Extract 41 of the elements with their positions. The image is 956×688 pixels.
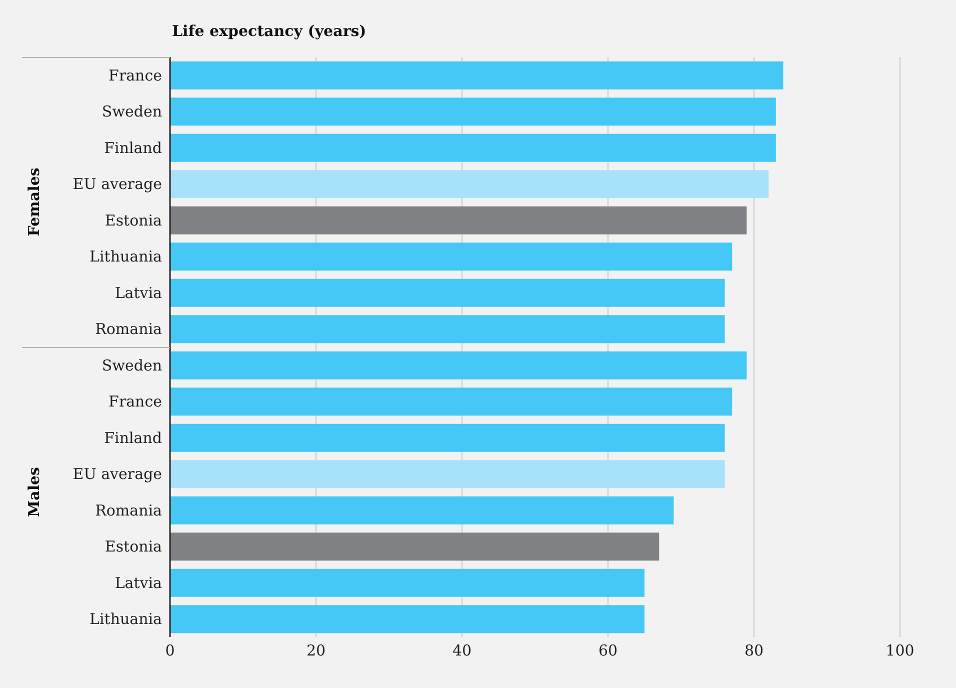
bar [170, 605, 644, 634]
bar [170, 278, 725, 307]
y-tick-label: Sweden [102, 102, 162, 121]
y-tick-label: Estonia [104, 538, 162, 556]
bar [170, 315, 725, 344]
text: Males [25, 466, 43, 518]
y-tick-label: EU average [72, 465, 162, 484]
text: Females [25, 168, 43, 236]
chart-title: Life expectancy (years) [172, 22, 366, 40]
bar [170, 496, 674, 524]
y-tick-label: Romania [95, 501, 162, 520]
y-tick-label: Lithuania [90, 610, 162, 628]
y-tick-label: Sweden [102, 356, 162, 374]
y-tick-label: Latvia [114, 284, 162, 302]
y-tick-label: France [108, 392, 162, 411]
y-tick-label: Estonia [104, 211, 162, 230]
bar [170, 242, 732, 271]
y-tick-label: France [108, 66, 162, 84]
bar [170, 170, 769, 198]
x-tick-label: 80 [744, 642, 764, 660]
bar [170, 568, 644, 597]
y-tick-label: EU average [72, 175, 162, 194]
y-tick-label: Romania [95, 320, 162, 338]
y-tick-label: Finland [104, 138, 162, 157]
bar [170, 61, 784, 90]
bar [170, 460, 725, 488]
bar [170, 424, 725, 452]
x-tick-label: 20 [306, 642, 326, 660]
x-tick-label: 100 [886, 642, 914, 660]
bar [170, 134, 776, 162]
bar [170, 351, 747, 380]
bar [170, 98, 776, 126]
bar [170, 532, 660, 561]
bar [170, 388, 732, 416]
x-tick-label: 40 [452, 642, 472, 660]
y-tick-label: Finland [104, 428, 162, 447]
y-tick-label: Latvia [114, 574, 162, 592]
y-tick-label: Lithuania [90, 248, 162, 266]
x-tick-label: 60 [598, 642, 618, 660]
x-tick-label: 0 [165, 642, 175, 660]
bar [170, 206, 747, 234]
